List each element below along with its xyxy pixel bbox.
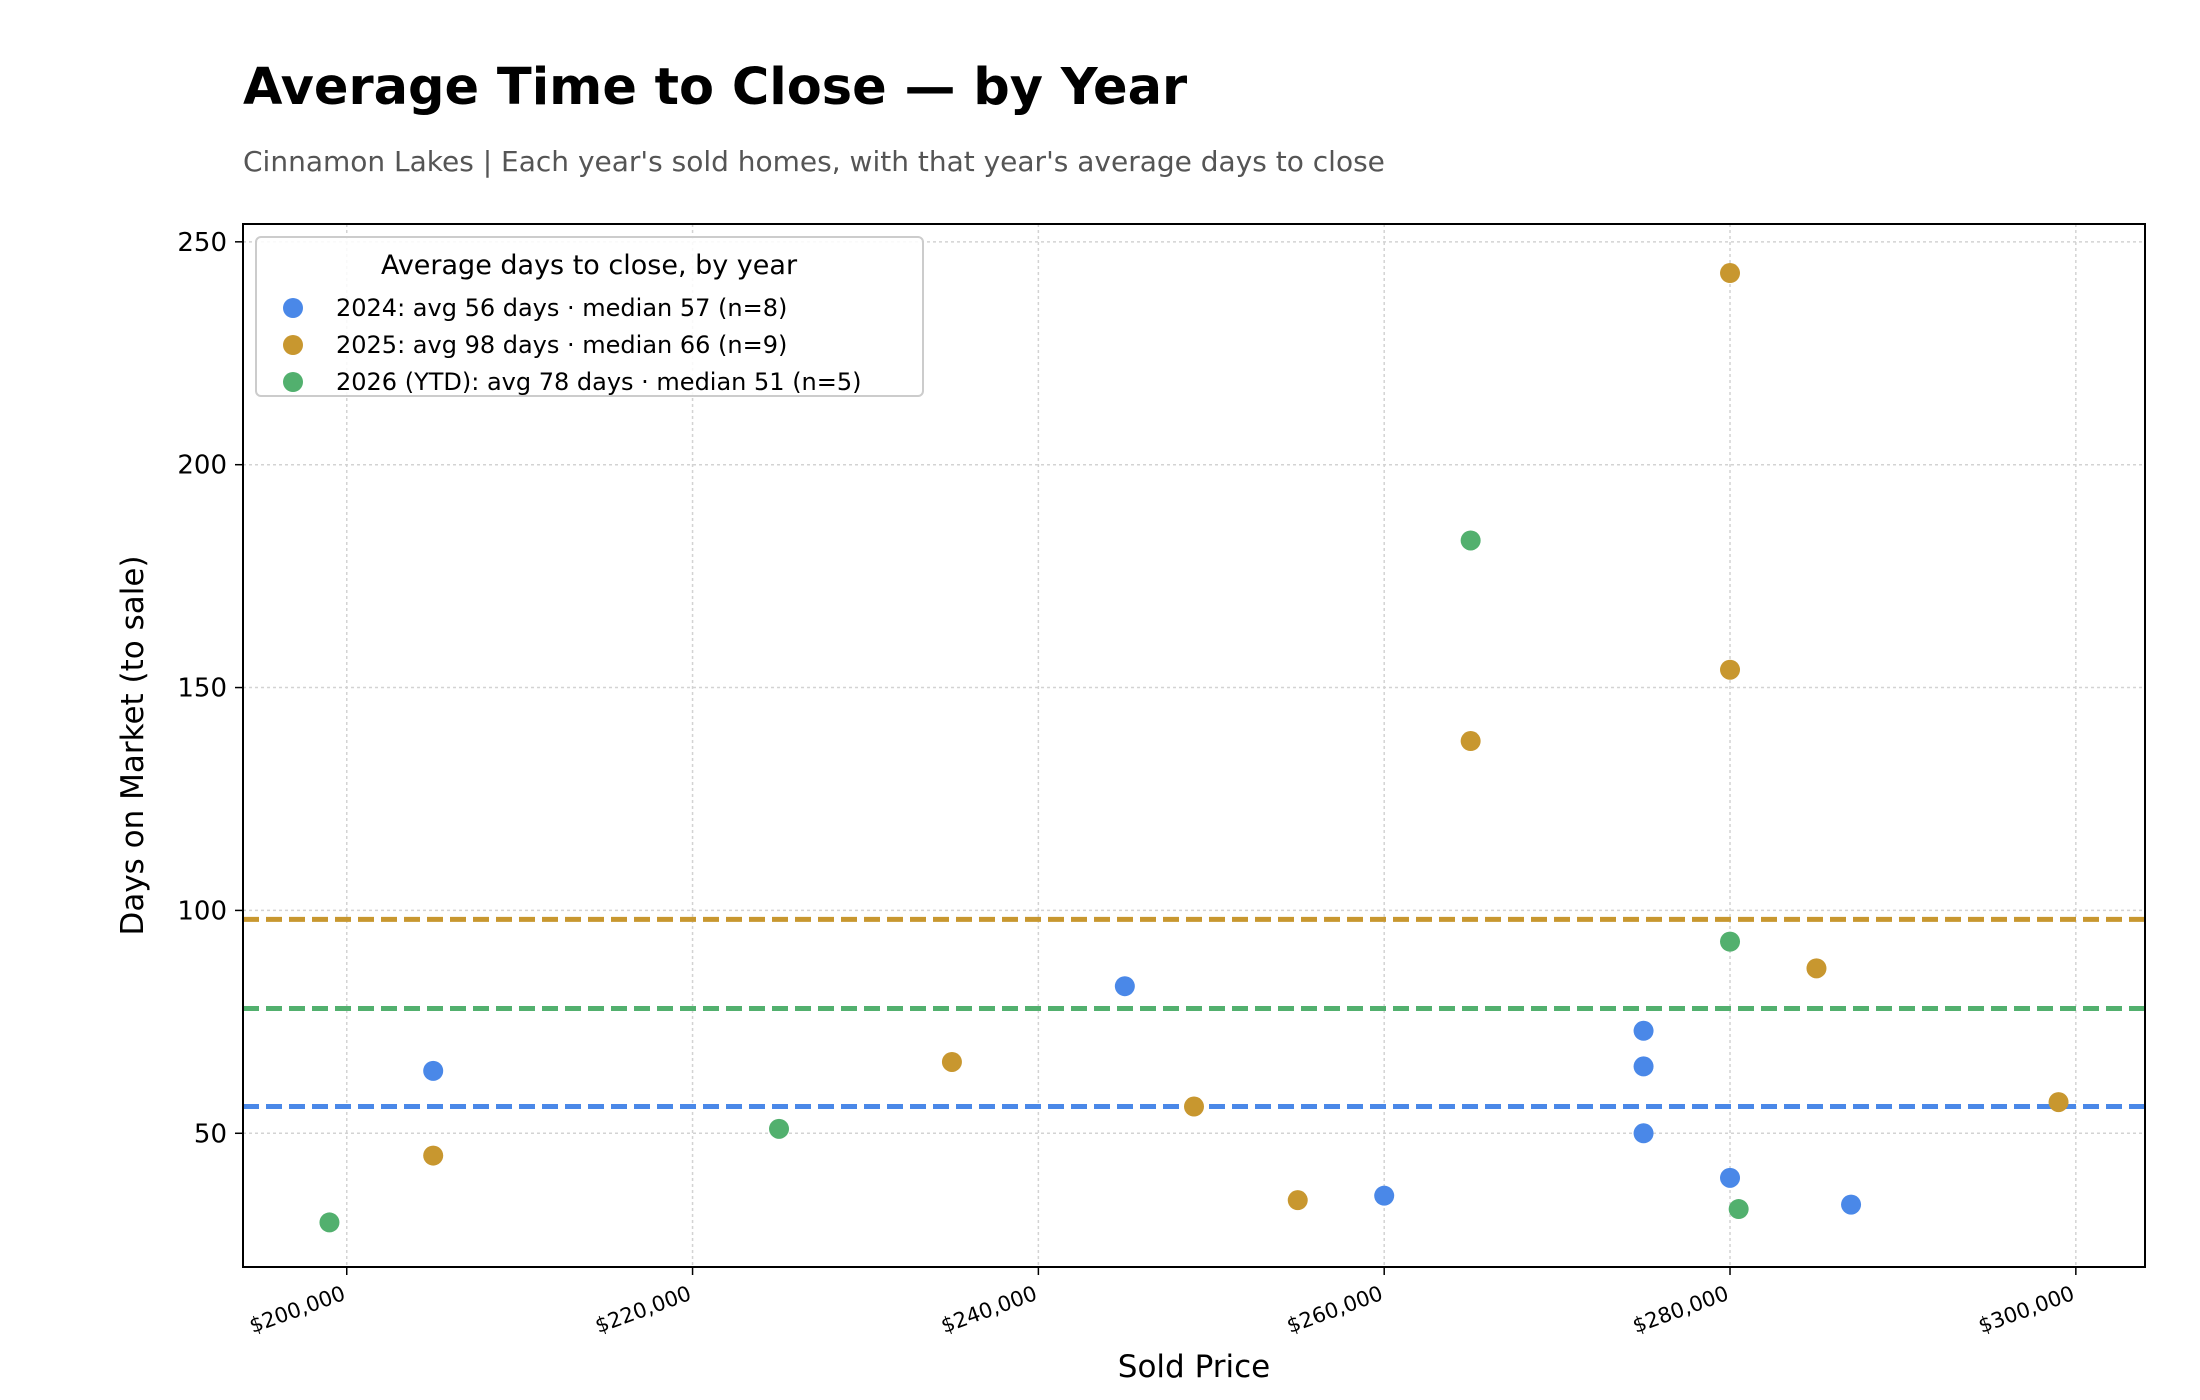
y-tick-label: 200: [177, 451, 227, 481]
data-point-series-0: [1633, 1056, 1654, 1077]
chart-title: Average Time to Close — by Year: [243, 58, 1188, 117]
x-tick-label: $300,000: [1975, 1281, 2077, 1338]
average-lines: [243, 916, 2145, 1110]
data-point-series-0: [1720, 1167, 1741, 1188]
y-tick-label: 50: [194, 1119, 227, 1149]
data-point-series-1: [941, 1051, 962, 1072]
grid: [243, 224, 2145, 1267]
data-point-series-0: [1374, 1185, 1395, 1206]
x-tick-label: $200,000: [246, 1281, 348, 1338]
legend-entry-0: 2024: avg 56 days · median 57 (n=8): [336, 294, 787, 322]
legend: Average days to close, by year 2024: avg…: [255, 236, 924, 397]
y-axis-title: Days on Market (to sale): [115, 555, 151, 935]
data-point-series-1: [423, 1145, 444, 1166]
legend-title: Average days to close, by year: [381, 250, 798, 281]
data-point-series-1: [1720, 263, 1741, 284]
x-tick-label: $220,000: [592, 1281, 694, 1338]
data-points: [319, 263, 2069, 1233]
data-point-series-2: [319, 1212, 340, 1233]
data-point-series-1: [1287, 1190, 1308, 1211]
data-point-series-0: [1114, 976, 1135, 997]
x-tick-label: $260,000: [1284, 1281, 1386, 1338]
axes-frame: [242, 223, 2146, 1268]
legend-entry-2: 2026 (YTD): avg 78 days · median 51 (n=5…: [336, 368, 862, 396]
legend-marker-2: [283, 372, 303, 392]
data-point-series-1: [1806, 958, 1827, 979]
data-point-series-2: [1728, 1199, 1749, 1220]
data-point-series-0: [1633, 1123, 1654, 1144]
legend-box: [255, 236, 924, 397]
y-tick-label: 150: [177, 674, 227, 704]
data-point-series-1: [1460, 731, 1481, 752]
data-point-series-0: [1841, 1194, 1862, 1215]
data-point-series-1: [1184, 1096, 1204, 1117]
x-axis-title: Sold Price: [1118, 1349, 1270, 1385]
legend-marker-1: [283, 335, 303, 355]
x-tick-label: $280,000: [1629, 1281, 1731, 1338]
data-point-series-2: [769, 1118, 790, 1139]
data-point-series-2: [1460, 530, 1481, 551]
data-point-series-0: [423, 1060, 444, 1081]
chart-subtitle: Cinnamon Lakes | Each year's sold homes,…: [243, 145, 1385, 178]
data-point-series-2: [1720, 931, 1741, 952]
x-tick-label: $240,000: [938, 1281, 1040, 1338]
legend-entry-1: 2025: avg 98 days · median 66 (n=9): [336, 331, 787, 359]
y-tick-label: 100: [177, 896, 227, 926]
data-point-series-1: [1720, 659, 1741, 680]
legend-marker-0: [283, 298, 303, 318]
data-point-series-1: [2048, 1092, 2069, 1113]
y-tick-label: 250: [177, 228, 227, 258]
data-point-series-0: [1633, 1020, 1654, 1041]
